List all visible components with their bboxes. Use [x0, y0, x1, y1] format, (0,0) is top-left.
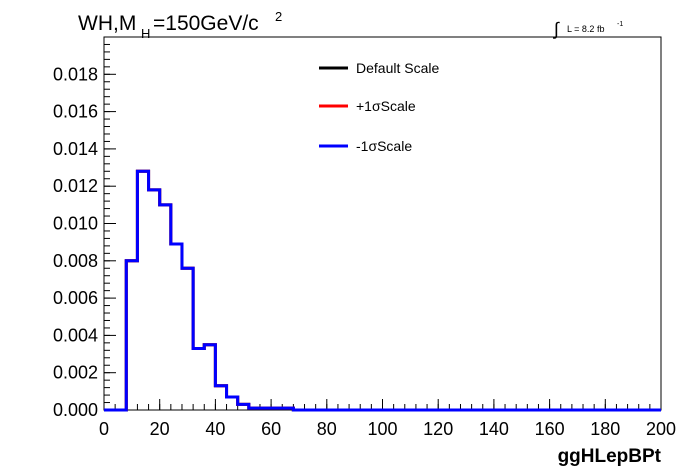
y-tick-label: 0.010: [53, 214, 98, 234]
chart-title-subscript: H: [141, 26, 150, 41]
x-tick-label: 200: [646, 419, 676, 439]
legend-label-1: +1σScale: [356, 98, 416, 114]
y-tick-label: 0.014: [53, 139, 98, 159]
y-tick-label: 0.018: [53, 64, 98, 84]
chart-title-main: WH,M: [78, 12, 136, 35]
x-tick-label: 20: [150, 419, 170, 439]
x-tick-label: 140: [479, 419, 509, 439]
legend-label-2: -1σScale: [356, 138, 412, 154]
y-tick-label: 0.000: [53, 400, 98, 420]
series-line-2: [104, 169, 661, 412]
lumi-label: L = 8.2 fb: [567, 24, 604, 34]
plot-frame: [103, 36, 662, 411]
y-axis: 0.000 0.002 0.004 0.006 0.008 0.010 0.012 0.014…: [53, 36, 116, 420]
x-tick-label: 40: [205, 419, 225, 439]
x-tick-label: 60: [261, 419, 281, 439]
x-tick-label: 180: [590, 419, 620, 439]
y-tick-label: 0.016: [53, 102, 98, 122]
chart-title-rest: =150GeV/c: [153, 12, 259, 35]
x-axis-label: ggHLepBPt: [558, 446, 662, 467]
x-tick-label: 100: [367, 419, 397, 439]
y-tick-label: 0.006: [53, 288, 98, 308]
chart-title-superscript: 2: [275, 9, 282, 24]
legend-label-0: Default Scale: [356, 60, 439, 76]
x-tick-label: 80: [317, 419, 337, 439]
y-tick-label: 0.012: [53, 176, 98, 196]
series-layer: [104, 169, 661, 412]
lumi-superscript: -1: [617, 21, 623, 28]
y-tick-label: 0.002: [53, 363, 98, 383]
legend: Default Scale +1σScale -1σScale: [319, 60, 439, 154]
y-tick-label: 0.008: [53, 251, 98, 271]
integral-sign: ∫: [552, 19, 560, 39]
x-tick-label: 0: [99, 419, 109, 439]
x-tick-label: 160: [535, 419, 565, 439]
x-tick-label: 120: [423, 419, 453, 439]
y-tick-label: 0.004: [53, 325, 98, 345]
